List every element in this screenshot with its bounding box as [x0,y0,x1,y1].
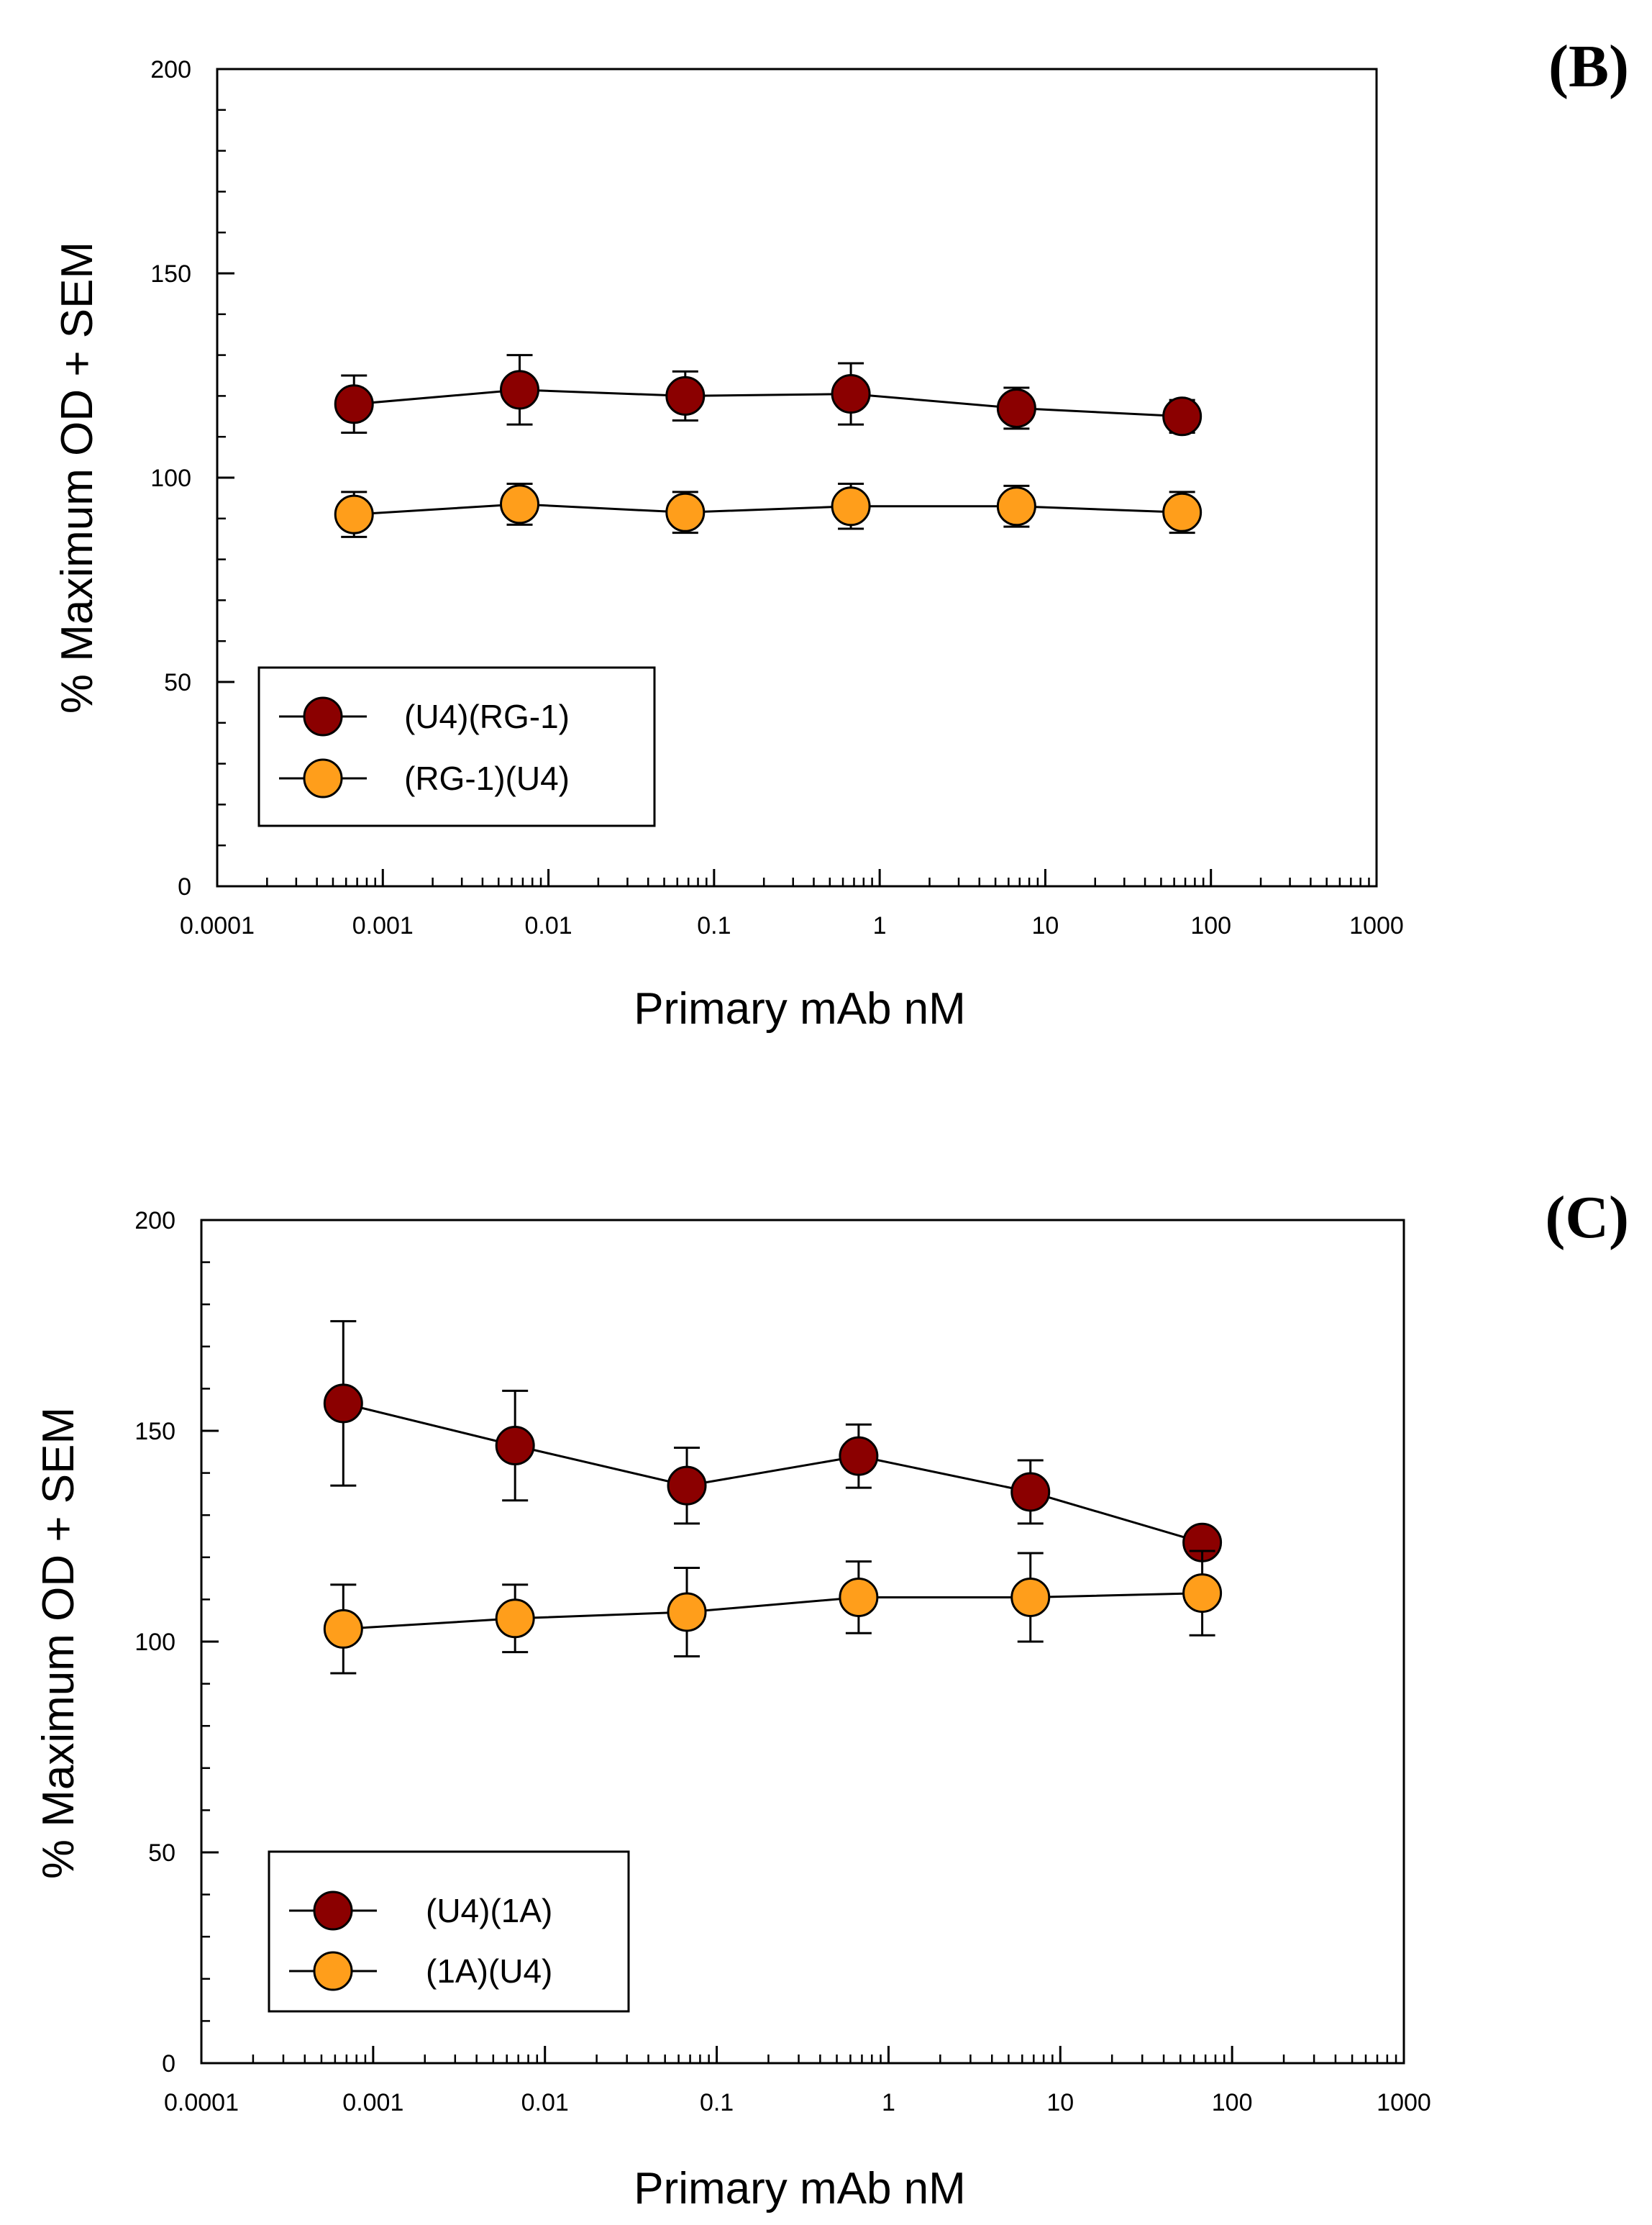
data-point [831,374,871,414]
major-ticks-b [216,68,1378,888]
panel-c: (C) % Maximum OD + SEM Primary mAb nM 0.… [34,1184,1629,2213]
legend-label-0-c: (U4)(1A) [426,1892,552,1929]
data-point [1182,1573,1223,1614]
y-tick-label: 200 [134,1207,175,1234]
data-point [665,376,706,416]
legend-marker-0-b [303,696,343,737]
legend-c: (U4)(1A) (1A)(U4) [268,1850,630,2013]
data-point [1010,1577,1051,1617]
legend-marker-1-c [313,1951,353,1991]
x-tick-label: 0.001 [342,2089,403,2116]
y-tick-label: 100 [134,1629,175,1656]
x-tick-labels-c: 0.0001 0.001 0.01 0.1 1 10 100 1000 [164,2089,1431,2116]
x-tick-labels-b: 0.0001 0.001 0.01 0.1 1 10 100 1000 [180,912,1404,939]
y-tick-label: 50 [164,669,191,696]
x-tick-label: 1000 [1377,2089,1431,2116]
series-line-1 [354,503,1182,516]
series-line-1 [343,1592,1203,1630]
legend-label-1-b: (RG-1)(U4) [404,760,570,797]
data-point [667,1592,707,1632]
x-tick-label: 0.01 [524,912,572,939]
panel-label-c: (C) [1545,1184,1629,1251]
legend-marker-0-c [313,1890,353,1931]
series-line-0 [342,1402,1203,1544]
x-tick-label: 1 [873,912,887,939]
x-tick-label: 100 [1190,912,1231,939]
series-layer-c [323,1320,1223,1675]
data-point [839,1577,879,1617]
x-axis-title-b: Primary mAb nM [634,984,966,1034]
x-axis-title-c: Primary mAb nM [634,2164,966,2213]
minor-ticks-b [217,109,1370,886]
y-tick-labels-c: 0 50 100 150 200 [134,1207,175,2078]
x-tick-label: 0.001 [352,912,414,939]
data-point [495,1598,535,1639]
data-point [323,1609,363,1649]
y-tick-labels-b: 0 50 100 150 200 [150,56,191,901]
legend-marker-1-b [303,758,343,798]
y-tick-label: 100 [150,465,191,492]
minor-ticks-c [201,1261,1397,2063]
y-tick-label: 50 [148,1839,175,1867]
x-tick-label: 0.0001 [180,912,255,939]
legend-label-1-c: (1A)(U4) [426,1952,552,1990]
y-tick-label: 0 [162,2050,175,2078]
data-point [996,388,1036,428]
x-tick-label: 1 [882,2089,895,2116]
data-point [667,1465,707,1506]
y-tick-label: 0 [178,873,191,901]
y-tick-label: 200 [150,56,191,83]
x-tick-label: 0.0001 [164,2089,239,2116]
data-point [1162,396,1203,437]
x-tick-label: 10 [1032,912,1059,939]
y-axis-title-b: % Maximum OD + SEM [53,242,102,714]
y-axis-title-c: % Maximum OD + SEM [34,1407,83,1879]
x-tick-label: 100 [1212,2089,1253,2116]
series-line-0 [354,388,1182,418]
data-point [334,494,374,534]
data-point [1010,1472,1051,1512]
data-point [839,1436,879,1476]
y-tick-label: 150 [150,260,191,288]
y-tick-label: 150 [134,1418,175,1445]
legend-b: (U4)(RG-1) (RG-1)(U4) [257,666,656,827]
legend-label-0-b: (U4)(RG-1) [404,698,570,735]
data-point [495,1426,535,1466]
data-point [323,1383,363,1424]
data-point [831,486,871,527]
x-tick-label: 10 [1046,2089,1074,2116]
x-tick-label: 0.1 [700,2089,734,2116]
data-point [334,384,374,424]
x-tick-label: 0.01 [521,2089,569,2116]
series-layer-b [334,354,1203,538]
data-point [500,370,540,410]
legend-box-b [257,666,656,827]
data-point [1162,492,1203,532]
data-point [665,492,706,532]
data-point [500,484,540,524]
x-tick-label: 1000 [1349,912,1404,939]
x-tick-label: 0.1 [697,912,731,939]
panel-b: (B) % Maximum OD + SEM Primary mAb nM 0.… [53,33,1629,1034]
major-ticks-c [200,1219,1405,2065]
data-point [996,486,1036,527]
panel-label-b: (B) [1548,33,1629,100]
